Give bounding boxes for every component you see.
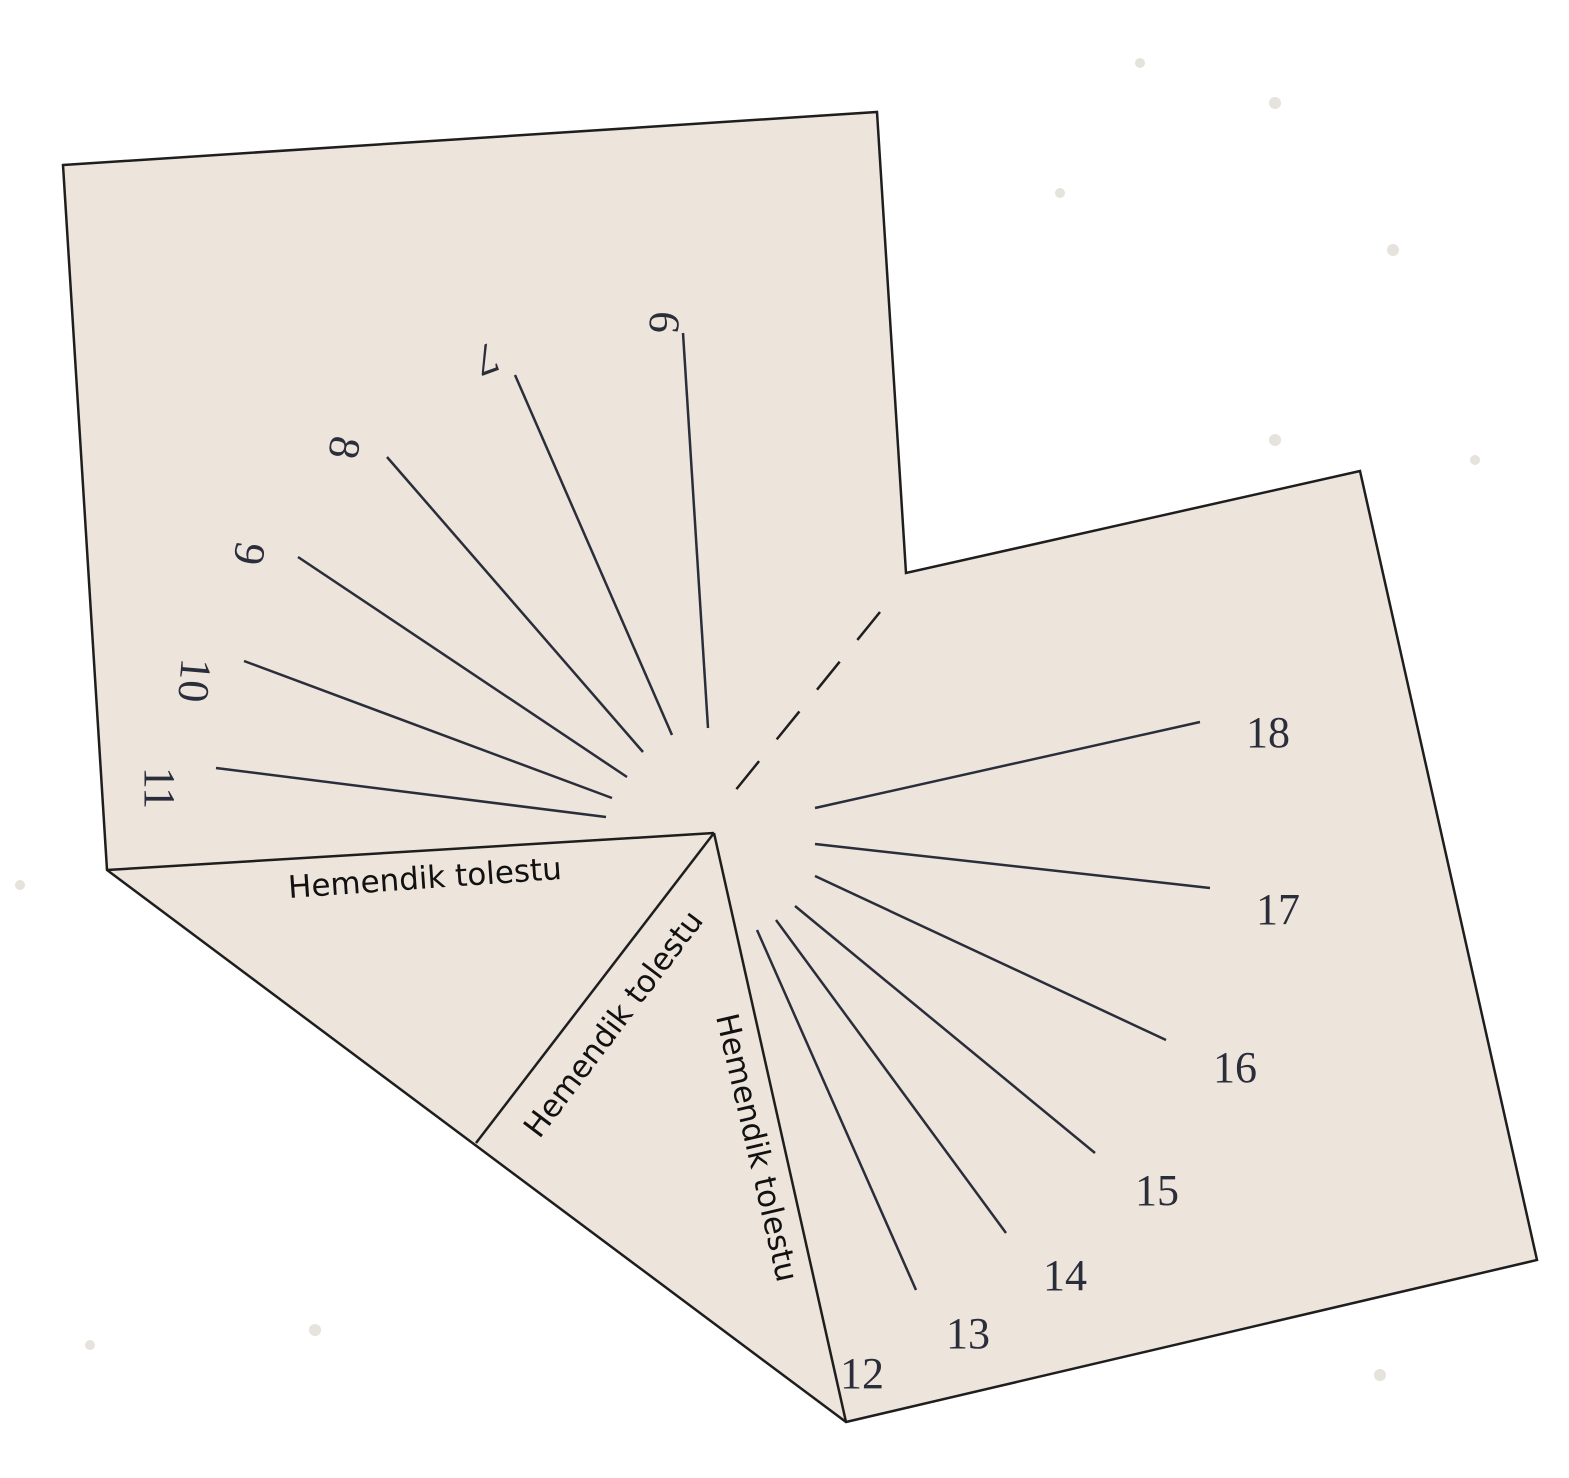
sheet-outline bbox=[61, 110, 1539, 1424]
hour-line bbox=[814, 720, 1201, 810]
hour-line bbox=[297, 555, 628, 779]
hour-label: 12 bbox=[840, 1349, 884, 1398]
hour-line bbox=[681, 332, 710, 729]
fold-line bbox=[106, 831, 715, 872]
hour-line bbox=[243, 659, 613, 800]
hour-label: 15 bbox=[1135, 1166, 1179, 1215]
hour-label: 16 bbox=[1213, 1043, 1257, 1092]
fold-line bbox=[475, 832, 715, 1144]
hour-line bbox=[215, 766, 607, 819]
hour-line bbox=[755, 929, 918, 1291]
hour-line bbox=[774, 919, 1008, 1234]
hour-line bbox=[513, 374, 674, 736]
hour-label: 10 bbox=[168, 656, 221, 704]
gnomon-slot bbox=[729, 611, 881, 798]
fold-line bbox=[712, 832, 848, 1423]
hour-label: 6 bbox=[639, 309, 690, 335]
hour-line bbox=[794, 905, 1096, 1154]
hour-label: 18 bbox=[1246, 708, 1290, 757]
hour-line bbox=[814, 874, 1167, 1042]
hour-line bbox=[814, 842, 1211, 890]
cutout-sheet bbox=[61, 110, 1539, 1424]
hour-line bbox=[386, 456, 644, 753]
hour-label: 17 bbox=[1256, 885, 1300, 934]
hour-label: 13 bbox=[946, 1309, 990, 1358]
hour-label: 11 bbox=[135, 767, 184, 809]
hour-label: 14 bbox=[1043, 1251, 1087, 1300]
